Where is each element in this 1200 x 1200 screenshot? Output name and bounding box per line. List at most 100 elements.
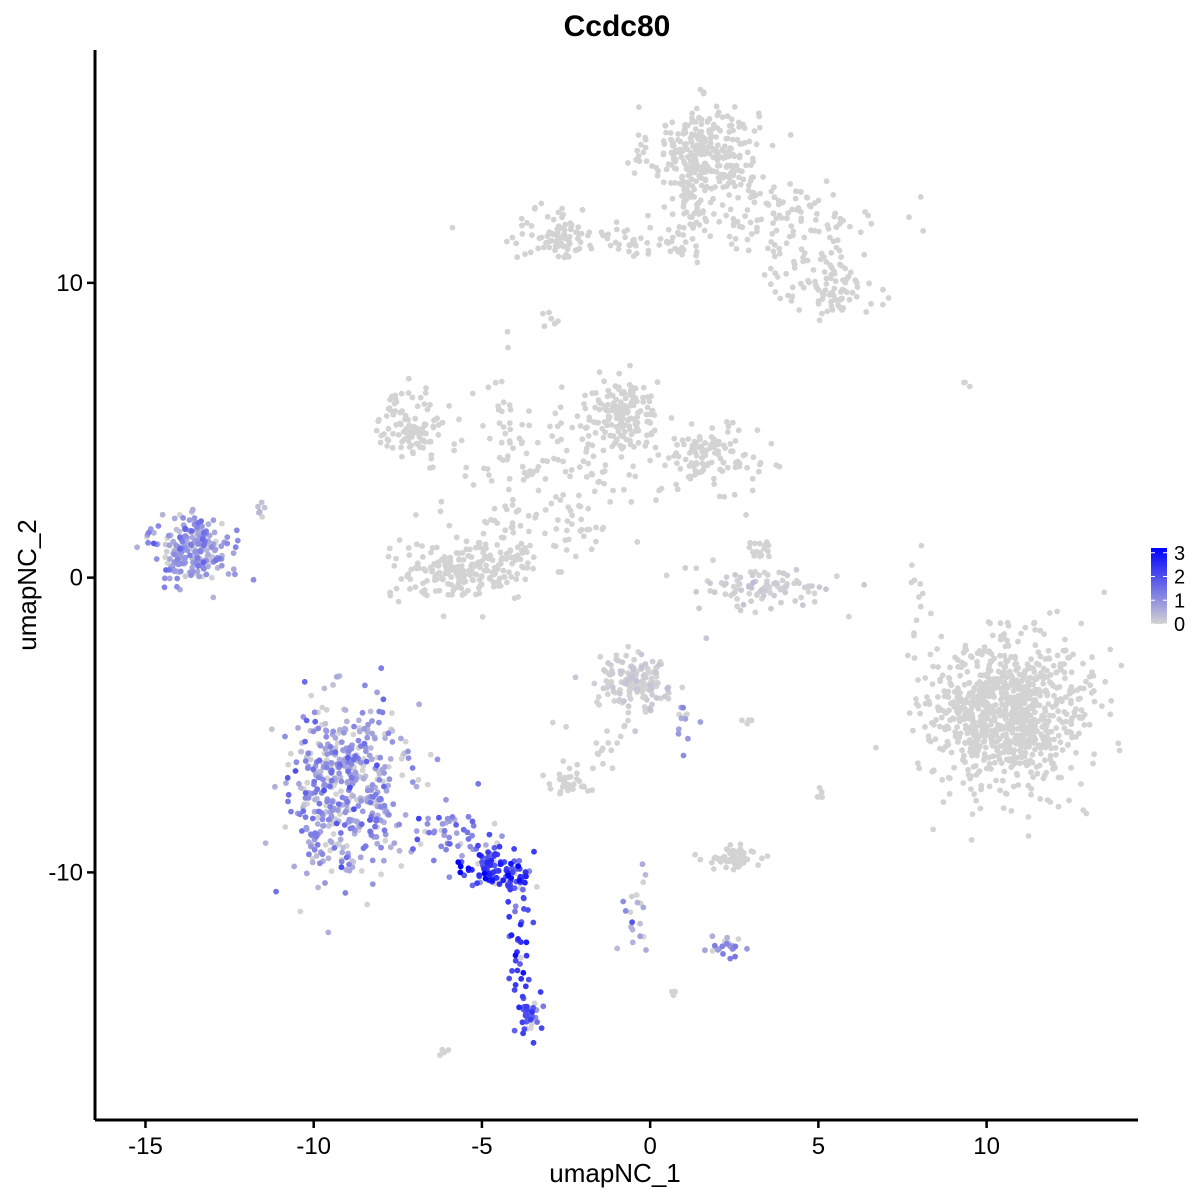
cell-point <box>974 650 981 657</box>
cell-point <box>328 769 335 776</box>
cell-point <box>703 635 710 642</box>
cell-point <box>742 213 748 220</box>
cell-point <box>385 730 392 737</box>
legend-tick-label: 3 <box>1174 543 1185 565</box>
cell-point <box>1078 781 1084 787</box>
cell-point <box>408 566 415 573</box>
cell-point <box>623 405 630 411</box>
cell-point <box>535 245 542 252</box>
cell-point <box>504 456 510 463</box>
cell-point <box>453 821 459 828</box>
cell-point <box>1036 686 1042 693</box>
cell-point <box>967 691 974 698</box>
cell-point <box>693 452 700 459</box>
cell-point <box>558 384 565 391</box>
cell-point <box>593 524 599 531</box>
cell-point <box>689 235 696 242</box>
cell-point <box>711 855 718 861</box>
cell-point <box>1022 624 1029 631</box>
cell-point <box>609 765 616 772</box>
cell-point <box>735 936 742 942</box>
cell-point <box>324 751 331 757</box>
cell-point <box>351 806 357 813</box>
cell-point <box>213 557 219 564</box>
cell-point <box>1078 620 1085 627</box>
cell-point <box>692 851 698 858</box>
cell-point <box>760 174 766 180</box>
cell-point <box>581 401 587 407</box>
cell-point <box>312 718 319 725</box>
cell-point <box>1040 672 1047 679</box>
cell-point <box>417 443 423 450</box>
cell-point <box>508 554 515 561</box>
cell-point <box>224 534 231 540</box>
cell-point <box>643 947 649 953</box>
cell-point <box>552 243 559 250</box>
cell-point <box>924 694 930 700</box>
cell-point <box>503 506 510 513</box>
cell-point <box>645 250 652 257</box>
cell-point <box>1030 681 1036 688</box>
cell-point <box>662 122 669 129</box>
cell-point <box>800 254 806 261</box>
cell-point <box>772 289 779 295</box>
cell-point <box>861 581 867 588</box>
cell-point <box>811 227 818 234</box>
cell-point <box>586 417 593 424</box>
cell-point <box>683 141 690 147</box>
cell-point <box>302 795 309 801</box>
cell-point <box>530 565 536 572</box>
cell-point <box>179 538 186 545</box>
cell-point <box>486 831 493 838</box>
cell-point <box>203 547 210 554</box>
cell-point <box>410 846 416 852</box>
cell-point <box>553 238 559 245</box>
cell-point <box>1005 643 1012 649</box>
cell-point <box>747 194 754 201</box>
cell-point <box>201 542 207 548</box>
cell-point <box>726 233 733 240</box>
cell-point <box>499 833 505 839</box>
cell-point <box>496 420 503 427</box>
cell-point <box>675 131 682 137</box>
cell-point <box>523 450 530 457</box>
cell-point <box>823 586 829 593</box>
cell-point <box>748 174 755 181</box>
cell-point <box>1075 696 1082 703</box>
cell-point <box>1014 754 1021 761</box>
cell-point <box>959 698 966 705</box>
cell-point <box>649 701 655 708</box>
cell-point <box>1023 762 1030 769</box>
cell-point <box>354 818 361 825</box>
cell-point <box>976 743 983 749</box>
cell-point <box>770 210 777 217</box>
cell-point <box>602 462 609 468</box>
point-layer <box>134 86 1125 1059</box>
cell-point <box>757 553 763 560</box>
cell-point <box>460 826 467 833</box>
cell-point <box>638 141 644 148</box>
cell-point <box>553 494 559 500</box>
cell-point <box>771 580 778 587</box>
cell-point <box>423 385 429 391</box>
cell-point <box>715 142 721 149</box>
cell-point <box>791 258 797 265</box>
cell-point <box>635 439 642 446</box>
cell-point <box>380 696 387 703</box>
cell-point <box>357 854 364 861</box>
cell-point <box>1004 619 1011 626</box>
cell-point <box>542 507 549 513</box>
cell-point <box>1078 707 1085 714</box>
cell-point <box>678 154 685 161</box>
cell-point <box>338 739 345 745</box>
cell-point <box>857 229 864 236</box>
cell-point <box>593 538 599 545</box>
cell-point <box>396 821 403 828</box>
cell-point <box>997 652 1003 659</box>
cell-point <box>512 557 519 564</box>
cell-point <box>752 609 759 616</box>
cell-point <box>1006 741 1012 748</box>
cell-point <box>554 438 561 445</box>
cell-point <box>631 239 638 246</box>
cell-point <box>468 570 475 576</box>
